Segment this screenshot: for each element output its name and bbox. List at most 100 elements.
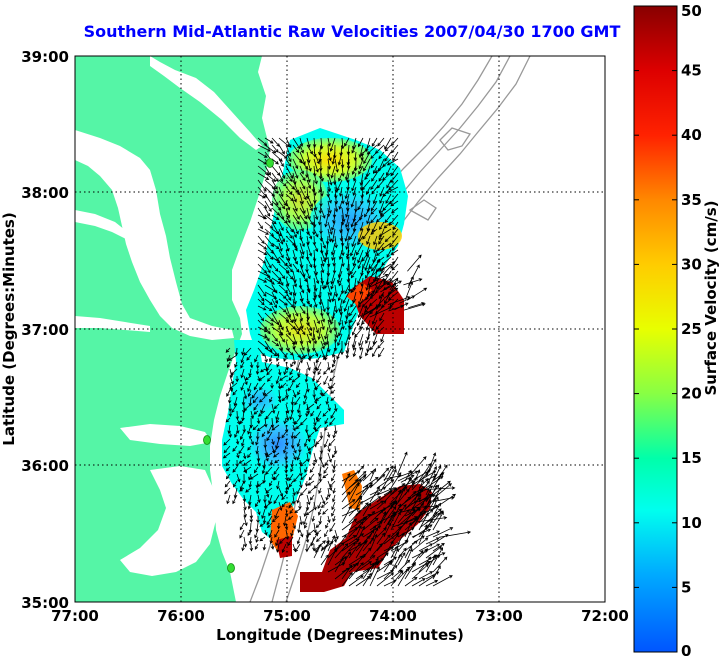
velocity-vector <box>285 165 294 179</box>
velocity-vector <box>341 491 351 503</box>
velocity-vector <box>230 368 238 376</box>
velocity-vector <box>411 528 432 538</box>
velocity-vector <box>303 389 308 399</box>
velocity-vector <box>306 256 313 268</box>
velocity-vector <box>374 284 385 294</box>
velocity-vector <box>365 333 371 344</box>
velocity-vector <box>327 137 331 147</box>
velocity-vector <box>292 186 301 196</box>
velocity-vector <box>305 501 310 511</box>
velocity-vector <box>411 578 426 587</box>
velocity-vector <box>348 541 361 559</box>
velocity-vector <box>327 403 331 412</box>
velocity-vector <box>292 207 300 220</box>
velocity-vector <box>264 137 274 144</box>
velocity-vector <box>299 340 305 351</box>
velocity-vector <box>327 382 331 390</box>
velocity-vector <box>295 382 301 389</box>
velocity-vector <box>299 242 305 256</box>
velocity-vector <box>255 445 259 455</box>
velocity-vector <box>271 298 277 309</box>
velocity-vector <box>357 305 364 319</box>
velocity-vector <box>344 228 350 242</box>
velocity-vector <box>367 274 389 286</box>
velocity-vector <box>269 459 274 467</box>
velocity-vector <box>292 277 297 288</box>
velocity-vector <box>320 459 325 469</box>
velocity-vector <box>299 214 307 225</box>
velocity-vector <box>357 256 364 270</box>
velocity-vector <box>371 221 378 233</box>
velocity-vector <box>299 165 304 175</box>
velocity-vector <box>327 562 346 573</box>
velocity-vector <box>306 284 311 294</box>
velocity-vector <box>271 263 279 272</box>
velocity-vector <box>404 548 413 566</box>
velocity-vector <box>338 326 343 337</box>
velocity-vector <box>369 340 378 351</box>
velocity-vector <box>334 326 339 339</box>
velocity-vector <box>242 452 247 460</box>
velocity-vector <box>411 537 429 552</box>
velocity-vector <box>292 452 297 461</box>
velocity-vector <box>303 396 308 405</box>
colorbar-tick-label: 5 <box>681 578 691 596</box>
velocity-vector <box>351 165 357 175</box>
velocity-vector <box>383 559 393 573</box>
velocity-vector <box>432 480 451 496</box>
velocity-vector <box>292 424 296 432</box>
velocity-vector <box>376 534 391 552</box>
velocity-vector <box>285 193 294 202</box>
velocity-vector <box>281 501 287 508</box>
velocity-vector <box>356 312 364 327</box>
velocity-vector <box>334 235 338 249</box>
velocity-vector <box>313 501 317 511</box>
james-river <box>75 316 150 332</box>
velocity-vector <box>298 445 302 454</box>
velocity-vector <box>397 507 420 527</box>
colorbar-label: Surface Velocity (cm/s) <box>702 200 720 395</box>
colorbar-tick-label: 20 <box>681 385 702 403</box>
velocity-vector <box>223 445 231 454</box>
velocity-vector <box>364 270 371 279</box>
velocity-vector <box>331 228 336 243</box>
velocity-vector <box>281 396 287 402</box>
velocity-vector <box>255 522 259 533</box>
velocity-vector <box>383 522 392 538</box>
velocity-vector <box>352 256 357 267</box>
velocity-vector <box>331 249 336 262</box>
velocity-vector <box>252 424 259 431</box>
velocity-vector <box>371 278 387 287</box>
velocity-vector <box>379 193 385 204</box>
velocity-vector <box>337 291 343 302</box>
velocity-vector <box>327 452 332 463</box>
velocity-vector <box>380 333 385 343</box>
velocity-vector <box>344 214 350 229</box>
velocity-vector <box>334 556 348 566</box>
velocity-vector <box>368 298 378 307</box>
velocity-vector <box>268 529 273 539</box>
velocity-vector <box>377 293 384 309</box>
velocity-vector <box>276 354 280 362</box>
colorbar-tick-label: 45 <box>681 62 702 80</box>
velocity-vector <box>223 438 231 446</box>
velocity-vector <box>296 536 301 545</box>
velocity-vector <box>313 207 319 221</box>
velocity-vector <box>288 473 294 482</box>
velocity-vector <box>297 389 301 396</box>
velocity-vector <box>264 172 277 182</box>
velocity-vector <box>291 375 301 383</box>
velocity-vector <box>259 382 266 391</box>
velocity-vector <box>299 487 308 497</box>
velocity-vector <box>257 333 268 339</box>
velocity-vector <box>332 466 336 474</box>
velocity-vector <box>268 508 273 517</box>
velocity-vector <box>329 417 336 426</box>
velocity-vector <box>306 298 312 308</box>
velocity-vector <box>222 452 231 459</box>
velocity-vector <box>327 179 332 193</box>
velocity-vector <box>270 543 275 550</box>
velocity-vector <box>250 438 254 446</box>
velocity-vector <box>332 459 337 470</box>
velocity-vector <box>240 368 245 379</box>
